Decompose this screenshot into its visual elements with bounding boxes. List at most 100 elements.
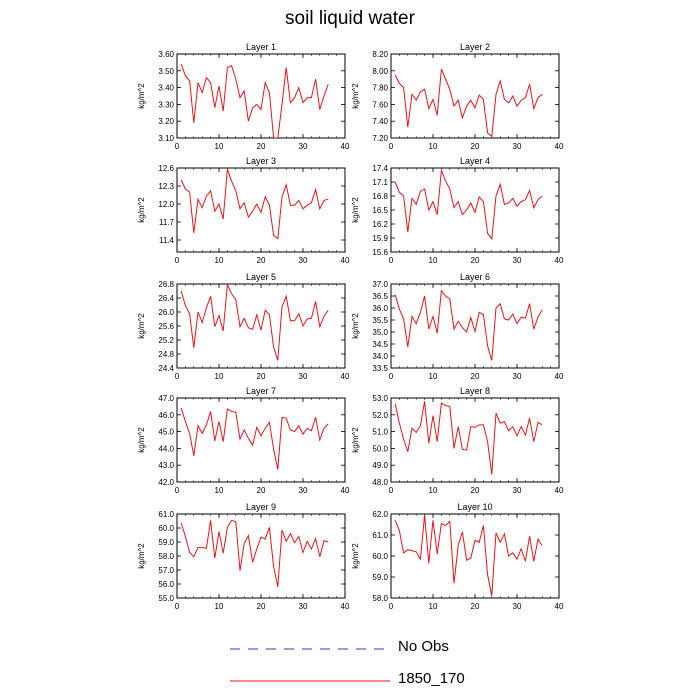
y-tick-label: 17.4 (372, 164, 388, 173)
y-axis-label: kg/m^2 (351, 83, 360, 109)
y-tick-label: 26.8 (158, 280, 174, 289)
x-tick-label: 0 (389, 486, 394, 495)
x-tick-label: 20 (471, 486, 480, 495)
y-tick-label: 35.5 (372, 316, 388, 325)
y-tick-label: 37.0 (372, 280, 388, 289)
y-axis-label: kg/m^2 (351, 197, 360, 223)
y-tick-label: 11.4 (159, 236, 175, 245)
y-tick-label: 55.0 (158, 594, 174, 603)
x-tick-label: 0 (389, 372, 394, 381)
chart-title: soil liquid water (285, 8, 415, 29)
series-line (394, 68, 543, 138)
panel-title: Layer 6 (460, 272, 490, 282)
x-tick-label: 0 (175, 372, 180, 381)
y-tick-label: 12.0 (158, 200, 174, 209)
x-tick-label: 10 (215, 142, 224, 151)
panel-2: Layer 2 kg/m^2 0 10 20 30 40 7.20 7.40 7.60 7.80 8.… (351, 42, 564, 151)
plot-frame (390, 167, 560, 253)
x-tick-label: 40 (555, 142, 564, 151)
plot-frame (176, 53, 346, 139)
x-tick-label: 30 (513, 486, 522, 495)
plot-frame (390, 513, 560, 599)
y-tick-label: 44.0 (158, 444, 174, 453)
y-tick-label: 7.60 (372, 100, 388, 109)
x-tick-label: 30 (513, 372, 522, 381)
series-line (394, 289, 543, 361)
x-tick-label: 40 (555, 372, 564, 381)
y-tick-label: 16.8 (372, 192, 388, 201)
y-tick-label: 59.0 (158, 538, 174, 547)
y-tick-label: 12.6 (158, 164, 174, 173)
y-tick-label: 52.0 (372, 411, 388, 420)
y-tick-label: 58.0 (158, 552, 174, 561)
panel-7: Layer 7 kg/m^2 0 10 20 30 40 42.0 43.0 44.0 45.0 46… (137, 386, 350, 495)
panel-title: Layer 2 (460, 42, 490, 52)
y-tick-label: 16.2 (372, 220, 388, 229)
x-tick-label: 40 (341, 486, 350, 495)
x-tick-label: 40 (555, 486, 564, 495)
x-tick-label: 20 (257, 486, 266, 495)
x-tick-label: 20 (257, 142, 266, 151)
y-axis-label: kg/m^2 (351, 543, 360, 569)
x-tick-label: 30 (513, 142, 522, 151)
x-tick-label: 10 (429, 256, 438, 265)
y-tick-label: 3.30 (158, 100, 174, 109)
y-tick-label: 58.0 (372, 594, 388, 603)
y-tick-label: 45.0 (158, 428, 174, 437)
y-tick-label: 60.0 (158, 524, 174, 533)
y-tick-label: 36.0 (372, 304, 388, 313)
y-tick-label: 3.60 (158, 50, 174, 59)
legend-label-1850-170: 1850_170 (398, 670, 465, 687)
x-tick-label: 20 (257, 372, 266, 381)
panel-title: Layer 10 (457, 502, 492, 512)
panel-title: Layer 9 (246, 502, 276, 512)
y-tick-label: 26.4 (158, 294, 174, 303)
y-tick-label: 3.40 (158, 84, 174, 93)
series-line (180, 63, 329, 138)
panel-title: Layer 3 (246, 156, 276, 166)
y-tick-label: 8.00 (372, 67, 388, 76)
y-tick-label: 24.8 (158, 350, 174, 359)
x-tick-label: 10 (215, 486, 224, 495)
x-tick-label: 30 (299, 602, 308, 611)
panel-6: Layer 6 kg/m^2 0 10 20 30 40 33.5 34.0 34.5 35.0 35… (351, 272, 564, 381)
y-axis-label: kg/m^2 (137, 427, 146, 453)
plot-frame (390, 53, 560, 139)
plot-frame (390, 283, 560, 369)
y-tick-label: 42.0 (158, 478, 174, 487)
x-tick-label: 20 (257, 256, 266, 265)
y-tick-label: 56.0 (158, 580, 174, 589)
y-tick-label: 49.0 (372, 461, 388, 470)
x-tick-label: 0 (175, 256, 180, 265)
y-tick-label: 51.0 (372, 428, 388, 437)
y-axis-label: kg/m^2 (137, 197, 146, 223)
y-tick-label: 59.0 (372, 573, 388, 582)
y-tick-label: 36.5 (372, 292, 388, 301)
x-tick-label: 10 (215, 372, 224, 381)
panel-title: Layer 1 (246, 42, 276, 52)
panel-1: Layer 1 kg/m^2 0 10 20 30 40 3.10 3.20 3.30 3.40 3.… (137, 42, 350, 151)
y-tick-label: 7.80 (372, 84, 388, 93)
y-axis-label: kg/m^2 (137, 543, 146, 569)
panel-10: Layer 10 kg/m^2 0 10 20 30 40 58.0 59.0 60.0 61.0 6… (351, 502, 564, 611)
y-tick-label: 26.0 (158, 308, 174, 317)
x-tick-label: 10 (429, 372, 438, 381)
x-tick-label: 10 (429, 602, 438, 611)
series-line (180, 407, 329, 470)
series-line (394, 401, 543, 475)
y-tick-label: 3.10 (158, 134, 174, 143)
y-tick-label: 8.20 (372, 50, 388, 59)
panel-title: Layer 8 (460, 386, 490, 396)
y-axis-label: kg/m^2 (137, 83, 146, 109)
panel-title: Layer 5 (246, 272, 276, 282)
y-tick-label: 61.0 (372, 531, 388, 540)
y-tick-label: 12.3 (158, 182, 174, 191)
x-tick-label: 20 (257, 602, 266, 611)
panel-title: Layer 7 (246, 386, 276, 396)
legend-label-no-obs: No Obs (398, 638, 449, 655)
y-tick-label: 3.20 (158, 117, 174, 126)
y-tick-label: 43.0 (158, 461, 174, 470)
panel-3: Layer 3 kg/m^2 0 10 20 30 40 11.4 11.7 12.0 12.3 12… (137, 156, 350, 265)
panel-4: Layer 4 kg/m^2 0 10 20 30 40 15.6 15.9 16.2 16.5 16… (351, 156, 564, 265)
y-tick-label: 16.5 (372, 206, 388, 215)
